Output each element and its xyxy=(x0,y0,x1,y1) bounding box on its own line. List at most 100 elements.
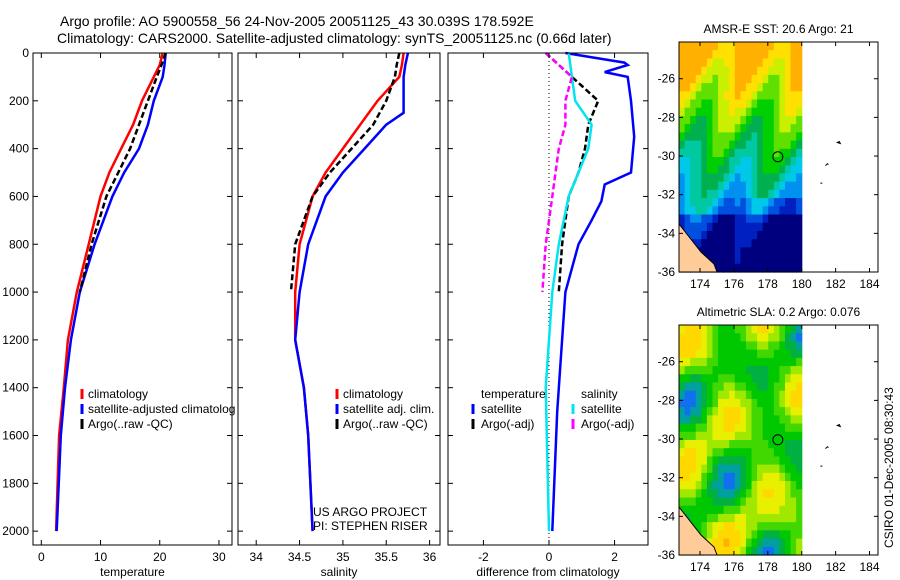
map-cell xyxy=(734,415,741,425)
map-cell xyxy=(779,530,786,540)
map-cell xyxy=(679,341,686,351)
map-cell xyxy=(734,423,741,433)
map-cell xyxy=(790,189,797,199)
map-cell xyxy=(779,366,786,375)
map-cell xyxy=(723,74,730,84)
map-cell xyxy=(784,497,792,507)
map-cell xyxy=(773,522,781,531)
map-cell xyxy=(701,431,708,441)
map-cell xyxy=(779,456,786,466)
map-cell xyxy=(745,165,753,175)
map-cell xyxy=(784,140,792,150)
legend-label: Argo(..raw -QC) xyxy=(88,417,173,431)
map-cell xyxy=(745,505,753,515)
map-cell xyxy=(745,263,753,273)
map-cell xyxy=(718,546,725,556)
map-cell xyxy=(734,431,741,441)
map-cell xyxy=(784,440,792,449)
map-cell xyxy=(784,239,792,248)
legend-group-title: salinity xyxy=(581,387,618,401)
map-cell xyxy=(734,239,741,248)
map-cell xyxy=(784,382,792,392)
map-cell xyxy=(695,456,702,466)
map-cell xyxy=(679,83,686,92)
map-cell xyxy=(712,415,719,425)
map-cell xyxy=(796,333,803,343)
map-cell xyxy=(796,222,803,232)
map-cell xyxy=(695,124,702,133)
map-cell xyxy=(768,107,775,117)
map-cell xyxy=(740,546,747,556)
map-cell xyxy=(729,222,736,232)
map-cell xyxy=(779,181,786,191)
kermadec-islands xyxy=(820,140,842,184)
map-cell xyxy=(679,206,686,216)
map-cell xyxy=(712,481,719,490)
map-cell xyxy=(790,546,797,556)
map-cell xyxy=(706,83,714,92)
y-tick-label: 1600 xyxy=(2,429,29,443)
map-cell xyxy=(723,255,730,265)
map-cell xyxy=(690,42,697,51)
map-cell xyxy=(790,513,797,523)
map-cell xyxy=(679,398,686,408)
map-cell xyxy=(762,522,769,531)
map-cell xyxy=(762,140,769,150)
map-cell xyxy=(718,390,725,400)
map-cell xyxy=(779,50,786,60)
map-cell xyxy=(729,357,736,367)
map-cell xyxy=(690,91,697,101)
map-cell xyxy=(729,390,736,400)
map-cell xyxy=(723,431,730,441)
plot-frame xyxy=(237,52,441,546)
map-cell xyxy=(773,546,781,556)
map-cell xyxy=(779,157,786,166)
map-cell xyxy=(773,341,781,351)
map-cell xyxy=(701,83,708,92)
map-cell xyxy=(751,189,758,199)
map-cell xyxy=(734,165,741,175)
map-cell xyxy=(706,58,714,68)
map-cell xyxy=(684,472,691,482)
map-cell xyxy=(790,497,797,507)
map-cell xyxy=(762,382,769,392)
map-cell xyxy=(773,398,781,408)
map-cell xyxy=(745,472,753,482)
map-cell xyxy=(757,198,764,207)
map-cell xyxy=(790,115,797,125)
map-cell xyxy=(729,50,736,60)
map-cell xyxy=(796,124,803,133)
map-cell xyxy=(773,325,781,334)
map-cell xyxy=(745,349,753,359)
map-cell xyxy=(751,66,758,76)
series-line-salinity-satellite xyxy=(544,52,593,532)
map-cell xyxy=(773,489,781,499)
map-cell xyxy=(762,407,769,416)
map-cell xyxy=(779,431,786,441)
map-cell xyxy=(745,157,753,166)
map-cell xyxy=(690,341,697,351)
map-cell xyxy=(757,230,764,240)
map-cell xyxy=(784,115,792,125)
map-cell xyxy=(729,464,736,474)
map-cell xyxy=(695,50,702,60)
map-frame xyxy=(678,324,879,556)
map-cell xyxy=(751,398,758,408)
map-cell xyxy=(723,58,730,68)
map-cell xyxy=(723,398,730,408)
legend-label: climatology xyxy=(88,387,148,401)
float-position-marker xyxy=(772,434,784,446)
map-cell xyxy=(784,431,792,441)
map-cell xyxy=(729,325,736,334)
map-cell xyxy=(757,107,764,117)
map-cell xyxy=(684,140,691,150)
map-cell xyxy=(723,165,730,175)
map-cell xyxy=(751,263,758,273)
map-cell xyxy=(734,107,741,117)
map-cell xyxy=(745,99,753,109)
map-cell xyxy=(745,423,753,433)
map-cell xyxy=(712,448,719,458)
map-cell xyxy=(768,181,775,191)
map-cell xyxy=(729,132,736,142)
map-cell xyxy=(701,66,708,76)
